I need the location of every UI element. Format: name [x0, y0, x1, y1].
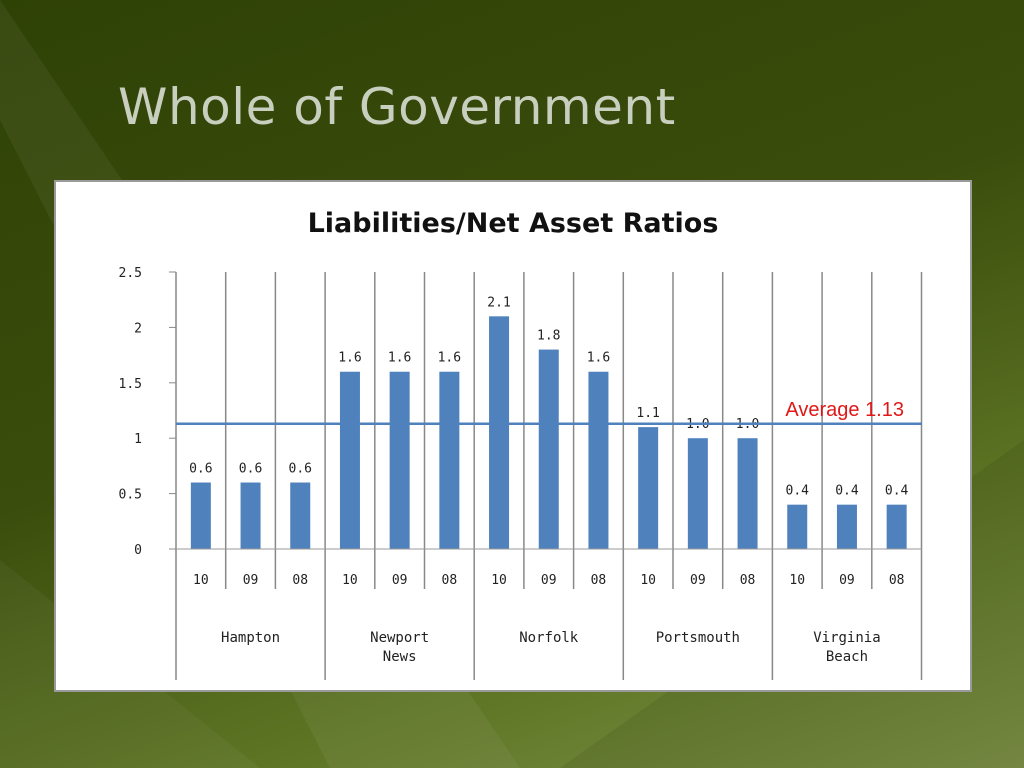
average-layer: Average 1.13 [176, 399, 922, 426]
bar [886, 504, 907, 549]
bar [339, 371, 360, 549]
category-label: 10 [342, 573, 358, 588]
category-label: 08 [442, 573, 458, 588]
category-label: 09 [243, 573, 259, 588]
label-layer: 0.6 10 0.6 09 0.6 08 Hampton 1.6 10 1.6 09 1.6 08 New… [189, 295, 908, 665]
data-label: 1.1 [636, 406, 659, 421]
data-label: 1.8 [537, 329, 560, 344]
y-tick-label: 1.5 [119, 377, 142, 392]
bar [489, 316, 510, 549]
bar-chart: Liabilities/Net Asset Ratios 0.6100.6090… [119, 208, 923, 680]
y-tick-label: 0 [134, 543, 142, 558]
data-label: 0.4 [835, 484, 859, 499]
average-label: Average 1.13 [785, 399, 904, 421]
category-label: 10 [789, 573, 805, 588]
data-label: 0.6 [189, 462, 212, 477]
axis-layer: 0 0.5 1 1.5 2 2.5 [119, 266, 922, 558]
y-tick-label: 2.5 [119, 266, 142, 281]
y-tick-label: 2 [134, 321, 142, 336]
bar [737, 438, 758, 549]
slide-title: Whole of Government [118, 78, 676, 136]
grid-layer [175, 272, 923, 680]
bar [687, 438, 708, 549]
data-label: 0.6 [289, 462, 312, 477]
group-label: News [383, 649, 417, 665]
bar [836, 504, 857, 549]
bar-layer [190, 316, 907, 549]
bar [389, 371, 410, 549]
category-label: 09 [541, 573, 557, 588]
category-label: 09 [839, 573, 855, 588]
data-label: 1.6 [438, 351, 461, 366]
group-label: Portsmouth [656, 630, 740, 646]
data-label: 1.6 [388, 351, 411, 366]
group-label: Hampton [221, 630, 280, 646]
bar [538, 349, 559, 549]
data-label: 0.6 [239, 462, 262, 477]
category-label: 08 [292, 573, 308, 588]
bar [290, 482, 311, 549]
chart-title: Liabilities/Net Asset Ratios [308, 208, 719, 239]
data-label: 2.1 [487, 295, 510, 310]
group-label: Virginia [813, 630, 880, 646]
category-label: 10 [193, 573, 209, 588]
bar [240, 482, 261, 549]
data-label: 1.6 [338, 351, 361, 366]
y-tick-label: 1 [134, 432, 142, 447]
category-label: 09 [690, 573, 706, 588]
category-label: 10 [640, 573, 656, 588]
bar [190, 482, 211, 549]
data-label: 0.4 [885, 484, 909, 499]
category-label: 08 [740, 573, 756, 588]
data-label: 1.6 [587, 351, 610, 366]
chart-frame: Liabilities/Net Asset Ratios 0.6 10 0.6 09 0… [54, 180, 972, 692]
category-label: 09 [392, 573, 408, 588]
bar [787, 504, 808, 549]
group-label: Beach [826, 649, 868, 665]
data-label: 0.4 [786, 484, 810, 499]
y-tick-label: 0.5 [119, 488, 142, 503]
category-label: 08 [889, 573, 905, 588]
bar [439, 371, 460, 549]
category-label: 08 [591, 573, 607, 588]
bar [638, 427, 659, 549]
category-label: 10 [491, 573, 507, 588]
bar [588, 371, 609, 549]
group-label: Newport [370, 630, 429, 646]
group-label: Norfolk [519, 630, 579, 646]
